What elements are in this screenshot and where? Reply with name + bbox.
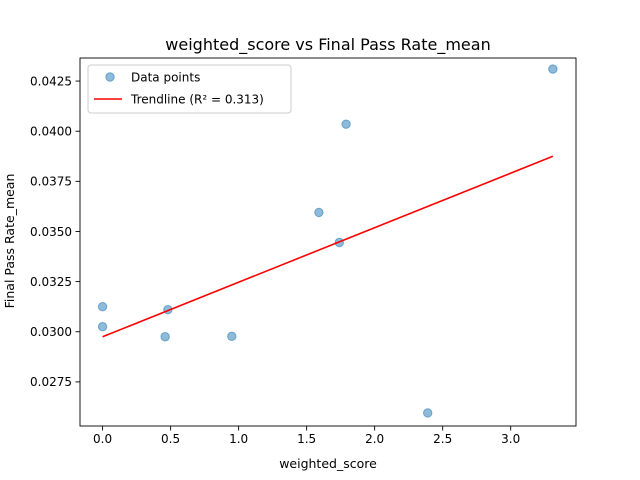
data-point: [423, 408, 433, 418]
data-point: [341, 119, 351, 129]
x-tick-label: 1.5: [297, 432, 316, 446]
legend-box: [87, 64, 292, 114]
y-tick-label: 0.0275: [30, 375, 72, 389]
y-tick-label: 0.0300: [30, 325, 72, 339]
y-tick-label: 0.0375: [30, 175, 72, 189]
legend-label: Data points: [131, 70, 200, 84]
trendline: [102, 155, 554, 338]
chart-title: weighted_score vs Final Pass Rate_mean: [165, 35, 490, 55]
x-axis-label: weighted_score: [279, 456, 377, 471]
y-axis-label: Final Pass Rate_mean: [2, 174, 17, 309]
y-tick-label: 0.0425: [30, 74, 72, 88]
data-point: [160, 332, 170, 342]
y-tick-label: 0.0325: [30, 275, 72, 289]
x-tick-label: 2.5: [433, 432, 452, 446]
y-tick-label: 0.0350: [30, 225, 72, 239]
data-point: [97, 322, 108, 332]
data-point: [314, 207, 324, 218]
data-point: [97, 301, 108, 312]
x-tick-label: 2.0: [365, 432, 384, 446]
y-tick-label: 0.0400: [30, 124, 72, 138]
x-tick-label: 1.0: [229, 432, 248, 446]
x-tick-label: 0.0: [93, 432, 112, 446]
data-point: [548, 64, 558, 74]
plot-area: 0.0 0.5 1.0 1.5 2.0 2.5 3.0 0.0275 0.0300 0.0325 0…: [30, 57, 577, 446]
x-tick-label: 3.0: [501, 432, 520, 446]
axes-frame: [79, 57, 577, 427]
data-point: [227, 331, 237, 342]
x-tick-label: 0.5: [161, 432, 180, 446]
legend-label: Trendline (R² = 0.313): [130, 92, 264, 106]
legend-marker-data-points: [105, 72, 115, 82]
